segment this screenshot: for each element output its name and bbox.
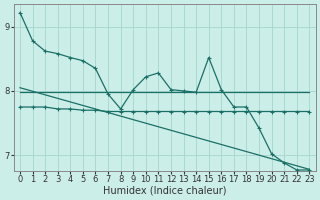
X-axis label: Humidex (Indice chaleur): Humidex (Indice chaleur) bbox=[103, 186, 227, 196]
